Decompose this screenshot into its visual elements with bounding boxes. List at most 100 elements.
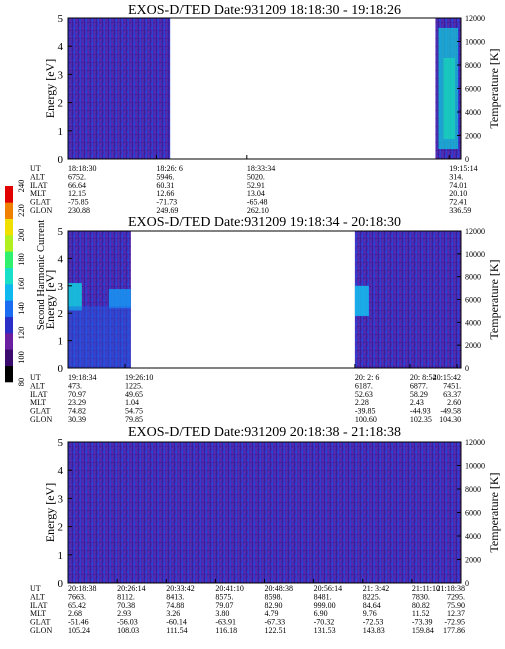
orbit-cell: 6877. xyxy=(410,381,428,390)
orbit-cell: 7663. xyxy=(68,592,86,601)
y-axis-label: Energy [eV] xyxy=(43,59,57,118)
colorbar-swatch xyxy=(5,365,13,383)
y2-tick-label: 2000 xyxy=(465,341,481,350)
y-axis-label: Energy [eV] xyxy=(43,483,57,542)
y-tick-label: 2 xyxy=(58,98,64,110)
y2-tick-label: 6000 xyxy=(465,85,481,94)
orbit-cell: -63.91 xyxy=(215,618,236,627)
orbit-row-label: UT xyxy=(30,164,41,173)
y-tick-label: 3 xyxy=(58,69,64,81)
spectrogram-feature xyxy=(68,306,131,368)
orbit-row-label: GLON xyxy=(30,626,52,635)
colorbar-tick-label: 140 xyxy=(16,302,26,315)
ut-tick-label: 18:26: 6 xyxy=(156,164,182,173)
orbit-row-label: MLT xyxy=(30,398,46,407)
orbit-cell: 249.69 xyxy=(156,206,178,215)
orbit-row-label: ILAT xyxy=(30,390,47,399)
y2-axis-label: Temperature [K] xyxy=(487,259,501,339)
ut-tick-label: 20:33:42 xyxy=(166,584,194,593)
y-tick-label: 4 xyxy=(58,465,64,477)
orbit-cell: 2.68 xyxy=(68,609,82,618)
orbit-cell: 65.42 xyxy=(68,601,86,610)
orbit-cell: -44.93 xyxy=(410,407,431,416)
spectrogram-panel: EXOS-D/TED Date:931209 20:18:38 - 21:18:… xyxy=(30,425,501,635)
orbit-cell: -49.58 xyxy=(440,407,461,416)
spectrogram-data-segment xyxy=(354,231,461,368)
y2-tick-label: 4000 xyxy=(465,108,481,117)
orbit-cell: 72.41 xyxy=(449,198,467,207)
orbit-cell: -60.14 xyxy=(166,618,187,627)
orbit-cell: 66.64 xyxy=(68,181,86,190)
spectrogram-feature xyxy=(108,289,131,309)
colorbar-swatch xyxy=(5,349,13,366)
orbit-cell: 2.43 xyxy=(410,398,424,407)
orbit-cell: 58.29 xyxy=(410,390,428,399)
orbit-cell: 105.24 xyxy=(68,626,90,635)
ut-tick-label: 20:15:42 xyxy=(433,373,461,382)
orbit-cell: 8481. xyxy=(314,592,332,601)
orbit-row-label: ALT xyxy=(30,381,45,390)
orbit-cell: 79.85 xyxy=(125,415,143,424)
orbit-cell: 5946. xyxy=(156,172,174,181)
y2-tick-label: 6000 xyxy=(465,296,481,305)
colorbar-tick-label: 100 xyxy=(16,351,26,364)
colorbar-tick-label: 160 xyxy=(16,278,26,291)
y2-tick-label: 12000 xyxy=(465,14,485,23)
orbit-cell: 473. xyxy=(68,381,82,390)
y-tick-label: 1 xyxy=(58,126,64,138)
y2-tick-label: 0 xyxy=(465,364,469,373)
orbit-cell: -56.03 xyxy=(117,618,138,627)
y2-tick-label: 12000 xyxy=(465,438,485,447)
ut-tick-label: 21:11:10 xyxy=(412,584,440,593)
y-tick-label: 4 xyxy=(58,253,64,265)
orbit-row-label: ALT xyxy=(30,592,45,601)
orbit-row-label: ILAT xyxy=(30,181,47,190)
ut-tick-label: 20:56:14 xyxy=(314,584,342,593)
orbit-cell: 122.51 xyxy=(265,626,287,635)
panel-title: EXOS-D/TED Date:931209 19:18:34 - 20:18:… xyxy=(128,215,401,230)
y2-axis-label: Temperature [K] xyxy=(487,472,501,552)
orbit-cell: 74.82 xyxy=(68,407,86,416)
orbit-cell: 999.00 xyxy=(314,601,336,610)
orbit-cell: 6.90 xyxy=(314,609,328,618)
orbit-cell: 74.01 xyxy=(449,181,467,190)
y-tick-label: 0 xyxy=(58,154,64,166)
orbit-row-label: MLT xyxy=(30,609,46,618)
colorbar: 80 100 120 140 160 180 200 220 240 Second Harmon… xyxy=(5,180,47,386)
orbit-cell: 4.79 xyxy=(265,609,279,618)
ut-tick-label: 21: 3:42 xyxy=(363,584,389,593)
y2-tick-label: 0 xyxy=(465,579,469,588)
orbit-cell: -70.32 xyxy=(314,618,335,627)
panel-title: EXOS-D/TED Date:931209 20:18:38 - 21:18:… xyxy=(128,425,401,440)
y-axis-label: Energy [eV] xyxy=(43,270,57,329)
orbit-cell: 8575. xyxy=(215,592,233,601)
orbit-cell: 30.39 xyxy=(68,415,86,424)
colorbar-tick-label: 200 xyxy=(16,229,26,242)
spectrogram-feature xyxy=(68,283,82,311)
spectrogram-panel: EXOS-D/TED Date:931209 18:18:30 - 19:18:… xyxy=(30,3,501,215)
orbit-cell: 111.54 xyxy=(166,626,187,635)
orbit-cell: 143.83 xyxy=(363,626,385,635)
orbit-cell: 262.10 xyxy=(247,206,269,215)
orbit-row-label: GLAT xyxy=(30,198,51,207)
orbit-cell: 74.88 xyxy=(166,601,184,610)
orbit-row-label: ALT xyxy=(30,172,45,181)
y-tick-label: 1 xyxy=(58,336,64,348)
y2-tick-label: 12000 xyxy=(465,227,485,236)
orbit-cell: 20.10 xyxy=(449,189,467,198)
orbit-cell: 52.91 xyxy=(247,181,265,190)
orbit-cell: 80.82 xyxy=(412,601,430,610)
orbit-cell: 11.52 xyxy=(412,609,430,618)
orbit-cell: -51.46 xyxy=(68,618,89,627)
orbit-cell: 49.65 xyxy=(125,390,143,399)
colorbar-swatch xyxy=(5,316,13,334)
y2-tick-label: 6000 xyxy=(465,509,481,518)
orbit-table: UTALTILATMLTGLATGLON20:18:387663.65.422.… xyxy=(30,584,465,635)
orbit-cell: -71.73 xyxy=(156,198,177,207)
orbit-cell: 5020. xyxy=(247,172,265,181)
colorbar-swatch xyxy=(5,333,13,350)
orbit-cell: 12.66 xyxy=(156,189,174,198)
orbit-cell: 3.80 xyxy=(215,609,229,618)
y2-tick-label: 10000 xyxy=(465,462,485,471)
